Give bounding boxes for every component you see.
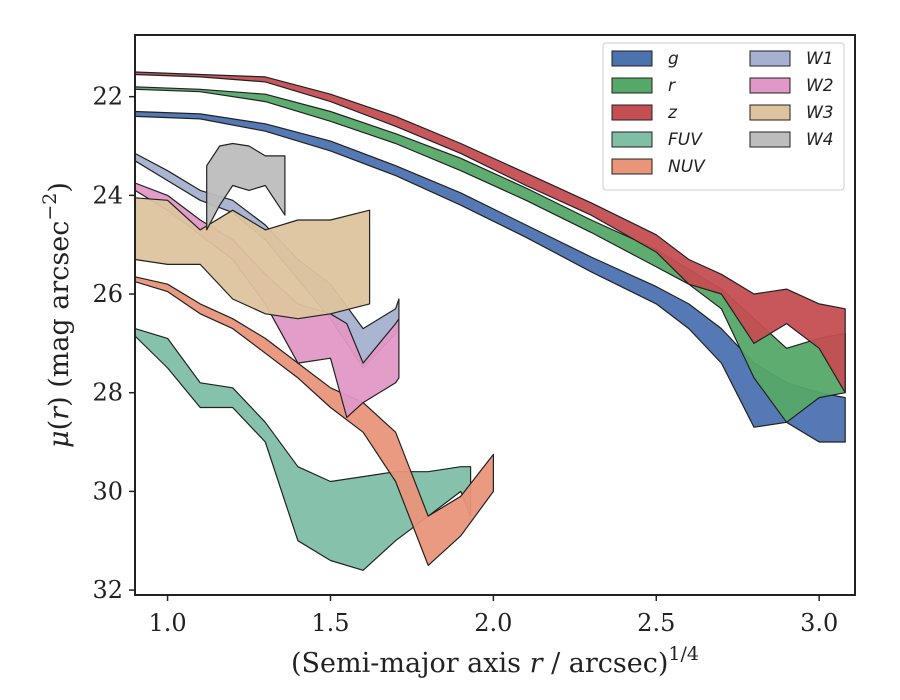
x-tick-label: 2.0 [474,609,512,637]
band-w4 [206,142,286,231]
legend-label-w4: W4 [806,130,834,150]
legend: grz FUV NUV W1 W2 W3 W4 [602,42,845,191]
band-nuv [134,276,494,567]
x-tick-label: 2.5 [637,609,675,637]
legend-label-w3: W3 [806,103,834,123]
y-tick-label: 24 [92,181,123,209]
legend-swatch-nuv [611,158,653,175]
band-w3 [134,197,371,320]
legend-swatch-w3 [749,104,791,121]
plot-frame [134,34,856,596]
y-tick-label: 28 [92,379,123,407]
y-axis-label: μ(r) (mag arcsec−2) [39,182,75,448]
legend-label-fuv: FUV [668,130,703,150]
band-g [134,110,846,443]
x-axis-label: (Semi-major axis r / arcsec)1/4 [291,643,699,679]
legend-swatch-w2 [749,77,791,94]
y-tick-label: 22 [92,83,123,111]
legend-label-nuv: NUV [668,157,706,177]
x-axis-ticks: 1.0 1.5 2.0 2.5 3.0 [148,595,838,637]
y-tick-label: 26 [92,280,123,308]
x-tick-label: 3.0 [800,609,838,637]
legend-label-w1: W1 [806,49,834,69]
legend-label-z: z [667,103,678,123]
legend-swatch-z [611,104,653,121]
legend-swatch-w4 [749,131,791,148]
legend-swatch-w1 [749,50,791,67]
x-tick-label: 1.0 [148,609,186,637]
legend-swatch-fuv [611,131,653,148]
legend-swatch-r [611,77,653,94]
y-tick-label: 32 [92,576,123,604]
series-bands [134,71,846,571]
legend-label-r: r [668,76,676,96]
legend-swatch-g [611,50,653,67]
legend-label-w2: W2 [806,76,834,96]
y-tick-label: 30 [92,477,123,505]
y-axis-ticks: 22 24 26 28 30 32 [92,83,135,604]
legend-label-g: g [668,49,679,69]
x-tick-label: 1.5 [311,609,349,637]
band-z [134,71,846,394]
